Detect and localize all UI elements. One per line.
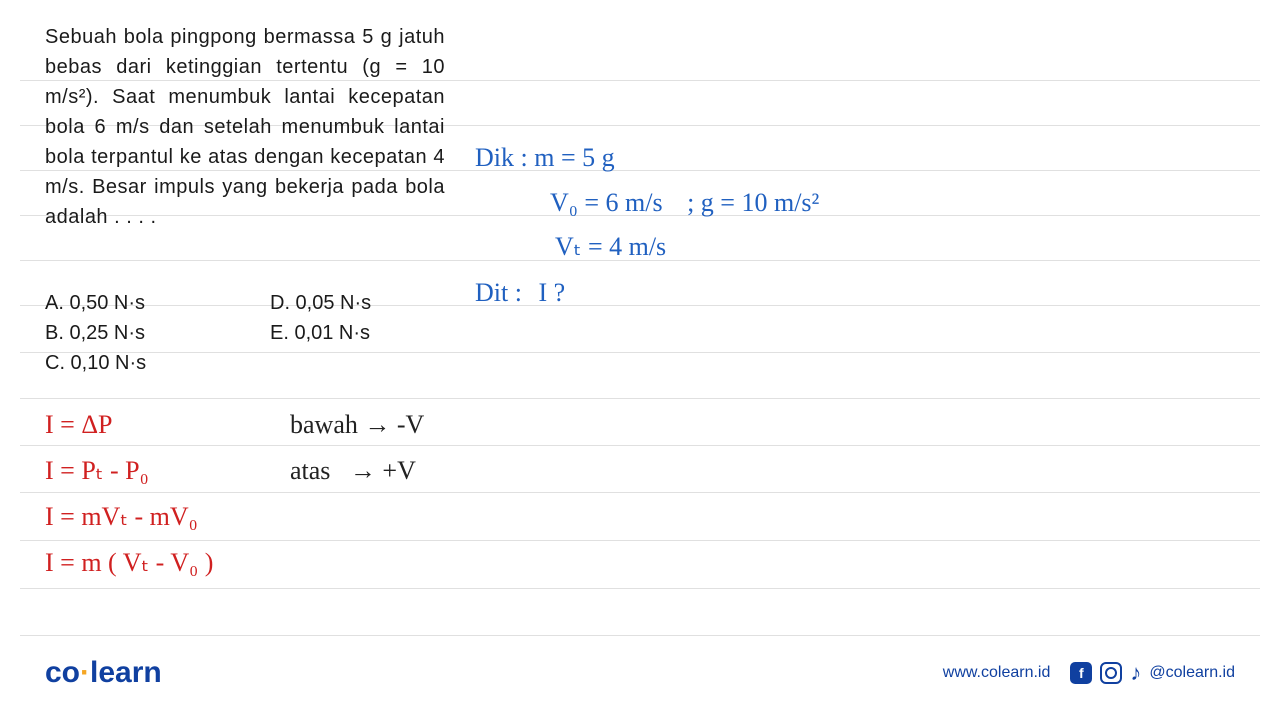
tiktok-icon: ♪ bbox=[1130, 660, 1141, 686]
work-line-1: I = ΔP bbox=[45, 410, 113, 440]
option-c: C. 0,10 N·s bbox=[45, 348, 270, 378]
convention-up: atas → +V bbox=[290, 456, 416, 486]
option-b: B. 0,25 N·s bbox=[45, 318, 270, 348]
footer-right: www.colearn.id f ♪ @colearn.id bbox=[943, 660, 1235, 686]
logo-co: co bbox=[45, 656, 80, 689]
convention-down: bawah → -V bbox=[290, 410, 424, 440]
work-line-2: I = Pₜ - P₀ bbox=[45, 456, 149, 486]
question-text: Sebuah bola pingpong bermassa 5 g jatuh … bbox=[45, 22, 445, 232]
footer-url: www.colearn.id bbox=[943, 664, 1051, 682]
option-a: A. 0,50 N·s bbox=[45, 288, 270, 318]
footer: co·learn www.colearn.id f ♪ @colearn.id bbox=[0, 656, 1280, 690]
given-dik: Dik : m = 5 g bbox=[475, 143, 615, 173]
work-line-4: I = m ( Vₜ - V₀ ) bbox=[45, 548, 213, 578]
answer-options: A. 0,50 N·s D. 0,05 N·s B. 0,25 N·s E. 0… bbox=[45, 288, 450, 378]
logo-learn: learn bbox=[90, 656, 162, 689]
facebook-icon: f bbox=[1070, 662, 1092, 684]
option-e: E. 0,01 N·s bbox=[270, 318, 450, 348]
dit-label: Dit : bbox=[475, 278, 522, 307]
given-mass: m = 5 g bbox=[534, 143, 614, 172]
social-icons: f ♪ @colearn.id bbox=[1070, 660, 1235, 686]
option-d: D. 0,05 N·s bbox=[270, 288, 450, 318]
given-vt: Vₜ = 4 m/s bbox=[555, 232, 666, 262]
work-line-3: I = mVₜ - mV₀ bbox=[45, 502, 198, 532]
given-v0: V₀ = 6 m/s bbox=[550, 188, 663, 217]
dik-label: Dik : bbox=[475, 143, 528, 172]
given-v0-row: V₀ = 6 m/s ; g = 10 m/s² bbox=[550, 188, 819, 218]
instagram-icon bbox=[1100, 662, 1122, 684]
logo-dot-icon: · bbox=[80, 656, 90, 689]
logo: co·learn bbox=[45, 656, 162, 690]
footer-handle: @colearn.id bbox=[1149, 664, 1235, 682]
given-g: ; g = 10 m/s² bbox=[687, 188, 819, 217]
given-dit: Dit : I ? bbox=[475, 278, 565, 308]
dit-value: I ? bbox=[538, 278, 565, 307]
